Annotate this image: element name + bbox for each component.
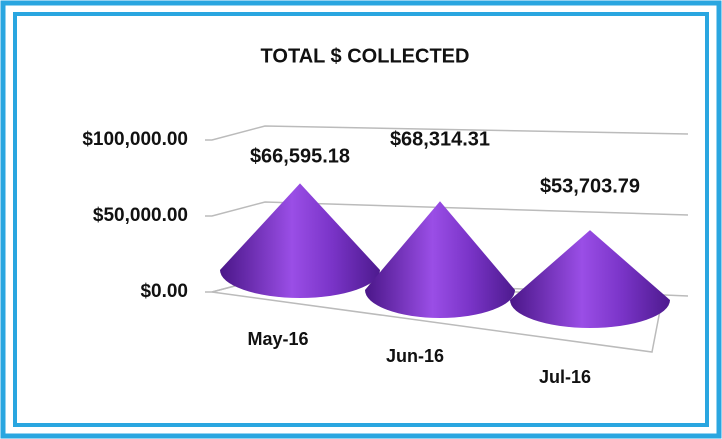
y-tick-label: $100,000.00 [82,129,188,150]
value-label: $53,703.79 [540,175,640,197]
cone [510,230,670,328]
grid-line [205,201,689,217]
grid-line [205,125,689,141]
y-tick-label: $50,000.00 [93,205,188,226]
x-tick-label: May-16 [247,329,308,349]
x-tick-label: Jun-16 [386,346,444,366]
value-label: $68,314.31 [390,128,490,150]
cone [365,201,515,318]
chart-title: TOTAL $ COLLECTED [261,45,470,67]
y-tick-label: $0.00 [140,281,188,302]
inner-frame [13,12,709,427]
value-label: $66,595.18 [250,145,350,167]
x-tick-label: Jul-16 [539,367,591,387]
cone [220,183,380,298]
